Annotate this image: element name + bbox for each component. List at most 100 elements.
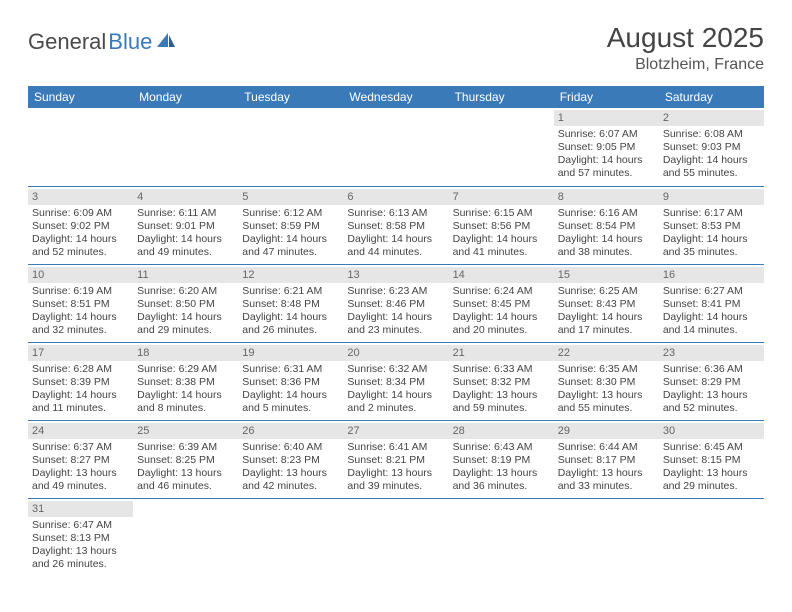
day-number: 2: [659, 110, 764, 126]
daylight-text: Daylight: 14 hours: [137, 233, 234, 246]
sunrise-text: Sunrise: 6:23 AM: [347, 285, 444, 298]
sunset-text: Sunset: 8:48 PM: [242, 298, 339, 311]
daylight-text: Daylight: 13 hours: [663, 389, 760, 402]
day-number: 18: [133, 345, 238, 361]
sunset-text: Sunset: 8:53 PM: [663, 220, 760, 233]
sunrise-text: Sunrise: 6:15 AM: [453, 207, 550, 220]
sunrise-text: Sunrise: 6:08 AM: [663, 128, 760, 141]
calendar-cell: 18Sunrise: 6:29 AMSunset: 8:38 PMDayligh…: [133, 342, 238, 420]
sunset-text: Sunset: 9:02 PM: [32, 220, 129, 233]
daylight-text: Daylight: 13 hours: [453, 467, 550, 480]
daylight-text: Daylight: 13 hours: [558, 467, 655, 480]
daylight-text-2: and 5 minutes.: [242, 402, 339, 415]
daylight-text-2: and 23 minutes.: [347, 324, 444, 337]
sunrise-text: Sunrise: 6:29 AM: [137, 363, 234, 376]
daylight-text: Daylight: 14 hours: [558, 311, 655, 324]
daylight-text-2: and 39 minutes.: [347, 480, 444, 493]
calendar-header-row: SundayMondayTuesdayWednesdayThursdayFrid…: [28, 86, 764, 108]
sunrise-text: Sunrise: 6:11 AM: [137, 207, 234, 220]
daylight-text-2: and 49 minutes.: [137, 246, 234, 259]
daylight-text: Daylight: 13 hours: [663, 467, 760, 480]
sunrise-text: Sunrise: 6:39 AM: [137, 441, 234, 454]
daylight-text-2: and 44 minutes.: [347, 246, 444, 259]
daylight-text-2: and 41 minutes.: [453, 246, 550, 259]
calendar-cell: [238, 498, 343, 576]
sunrise-text: Sunrise: 6:45 AM: [663, 441, 760, 454]
day-number: 17: [28, 345, 133, 361]
sunrise-text: Sunrise: 6:40 AM: [242, 441, 339, 454]
calendar-cell: 1Sunrise: 6:07 AMSunset: 9:05 PMDaylight…: [554, 108, 659, 186]
sunrise-text: Sunrise: 6:13 AM: [347, 207, 444, 220]
sunset-text: Sunset: 8:38 PM: [137, 376, 234, 389]
sunset-text: Sunset: 8:34 PM: [347, 376, 444, 389]
day-number: 4: [133, 189, 238, 205]
calendar-cell: 24Sunrise: 6:37 AMSunset: 8:27 PMDayligh…: [28, 420, 133, 498]
sunset-text: Sunset: 8:21 PM: [347, 454, 444, 467]
calendar-cell: [133, 498, 238, 576]
day-number: 13: [343, 267, 448, 283]
daylight-text-2: and 38 minutes.: [558, 246, 655, 259]
sunrise-text: Sunrise: 6:12 AM: [242, 207, 339, 220]
day-number: 7: [449, 189, 554, 205]
daylight-text-2: and 52 minutes.: [663, 402, 760, 415]
daylight-text: Daylight: 13 hours: [32, 545, 129, 558]
sunset-text: Sunset: 8:19 PM: [453, 454, 550, 467]
calendar-cell: 14Sunrise: 6:24 AMSunset: 8:45 PMDayligh…: [449, 264, 554, 342]
logo: GeneralBlue: [28, 22, 176, 56]
daylight-text: Daylight: 13 hours: [242, 467, 339, 480]
daylight-text: Daylight: 13 hours: [558, 389, 655, 402]
daylight-text-2: and 11 minutes.: [32, 402, 129, 415]
calendar-cell: 31Sunrise: 6:47 AMSunset: 8:13 PMDayligh…: [28, 498, 133, 576]
daylight-text: Daylight: 14 hours: [347, 233, 444, 246]
calendar-cell: [449, 498, 554, 576]
sunrise-text: Sunrise: 6:32 AM: [347, 363, 444, 376]
sunset-text: Sunset: 8:43 PM: [558, 298, 655, 311]
day-number: 30: [659, 423, 764, 439]
calendar-cell: 16Sunrise: 6:27 AMSunset: 8:41 PMDayligh…: [659, 264, 764, 342]
calendar-cell: 23Sunrise: 6:36 AMSunset: 8:29 PMDayligh…: [659, 342, 764, 420]
daylight-text: Daylight: 14 hours: [137, 311, 234, 324]
daylight-text-2: and 49 minutes.: [32, 480, 129, 493]
daylight-text-2: and 52 minutes.: [32, 246, 129, 259]
calendar-cell: [28, 108, 133, 186]
calendar-cell: 26Sunrise: 6:40 AMSunset: 8:23 PMDayligh…: [238, 420, 343, 498]
day-number: 11: [133, 267, 238, 283]
daylight-text-2: and 35 minutes.: [663, 246, 760, 259]
calendar-cell: [238, 108, 343, 186]
daylight-text-2: and 29 minutes.: [663, 480, 760, 493]
day-number: 6: [343, 189, 448, 205]
calendar-cell: 10Sunrise: 6:19 AMSunset: 8:51 PMDayligh…: [28, 264, 133, 342]
daylight-text: Daylight: 13 hours: [347, 467, 444, 480]
calendar-cell: 15Sunrise: 6:25 AMSunset: 8:43 PMDayligh…: [554, 264, 659, 342]
sunrise-text: Sunrise: 6:35 AM: [558, 363, 655, 376]
day-number: 19: [238, 345, 343, 361]
calendar-cell: 11Sunrise: 6:20 AMSunset: 8:50 PMDayligh…: [133, 264, 238, 342]
daylight-text: Daylight: 14 hours: [242, 389, 339, 402]
sunset-text: Sunset: 8:15 PM: [663, 454, 760, 467]
daylight-text-2: and 47 minutes.: [242, 246, 339, 259]
sunrise-text: Sunrise: 6:16 AM: [558, 207, 655, 220]
sunrise-text: Sunrise: 6:27 AM: [663, 285, 760, 298]
sunset-text: Sunset: 8:17 PM: [558, 454, 655, 467]
daylight-text-2: and 57 minutes.: [558, 167, 655, 180]
sunset-text: Sunset: 8:23 PM: [242, 454, 339, 467]
daylight-text: Daylight: 14 hours: [32, 233, 129, 246]
sunset-text: Sunset: 8:46 PM: [347, 298, 444, 311]
daylight-text-2: and 33 minutes.: [558, 480, 655, 493]
daylight-text: Daylight: 14 hours: [663, 233, 760, 246]
logo-text-blue: Blue: [108, 29, 152, 55]
daylight-text: Daylight: 14 hours: [347, 311, 444, 324]
day-number: 9: [659, 189, 764, 205]
day-number: 29: [554, 423, 659, 439]
weekday-header: Sunday: [28, 86, 133, 108]
calendar-cell: [133, 108, 238, 186]
calendar-cell: 12Sunrise: 6:21 AMSunset: 8:48 PMDayligh…: [238, 264, 343, 342]
calendar-cell: [659, 498, 764, 576]
daylight-text: Daylight: 13 hours: [32, 467, 129, 480]
weekday-header: Friday: [554, 86, 659, 108]
calendar-cell: 19Sunrise: 6:31 AMSunset: 8:36 PMDayligh…: [238, 342, 343, 420]
day-number: 5: [238, 189, 343, 205]
sunset-text: Sunset: 8:59 PM: [242, 220, 339, 233]
sunrise-text: Sunrise: 6:19 AM: [32, 285, 129, 298]
calendar-cell: 25Sunrise: 6:39 AMSunset: 8:25 PMDayligh…: [133, 420, 238, 498]
